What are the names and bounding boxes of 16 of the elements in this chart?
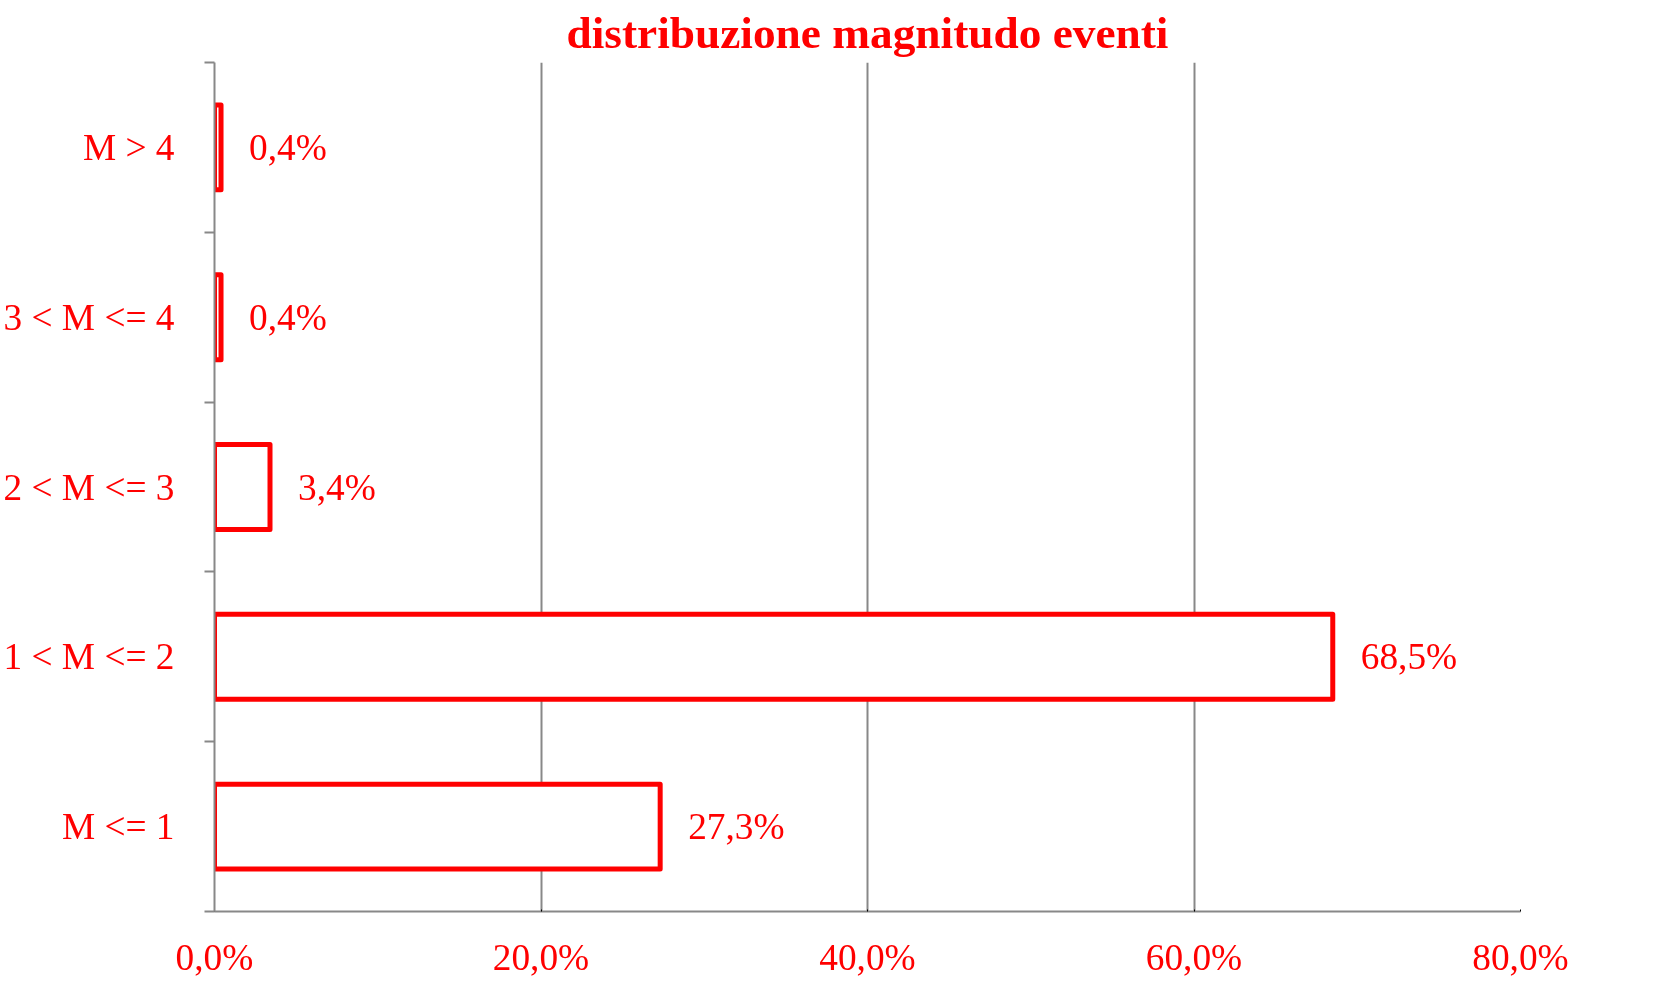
- x-tick-label: 40,0%: [819, 936, 916, 978]
- data-label: 0,4%: [249, 126, 327, 168]
- y-tick-label: 1 < M <= 2: [3, 636, 175, 678]
- chart-title: distribuzione magnitudo eventi: [566, 7, 1169, 58]
- x-tick-label: 60,0%: [1145, 936, 1243, 978]
- x-tick-label: 0,0%: [175, 936, 254, 978]
- data-label: 68,5%: [1360, 636, 1458, 678]
- y-tick-label: M <= 1: [61, 806, 175, 848]
- y-tick-label: M > 4: [82, 126, 175, 168]
- y-tick-label: 3 < M <= 4: [3, 296, 175, 338]
- data-label: 0,4%: [249, 296, 327, 338]
- x-tick-label: 80,0%: [1472, 936, 1569, 978]
- data-label: 3,4%: [298, 466, 376, 508]
- y-tick-label: 2 < M <= 3: [3, 466, 175, 508]
- x-tick-label: 20,0%: [492, 936, 590, 978]
- data-label: 27,3%: [688, 806, 785, 848]
